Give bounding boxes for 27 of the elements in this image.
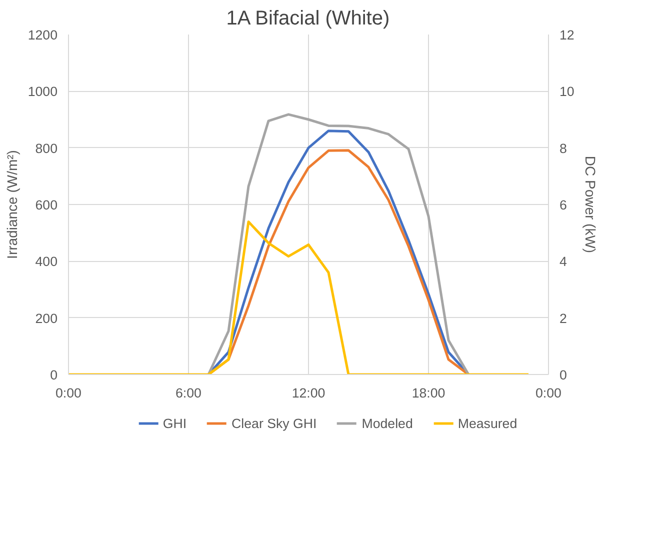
legend-label: Clear Sky GHI: [232, 416, 317, 430]
x-tick-label: 0:00: [56, 386, 82, 400]
legend-label: Measured: [458, 416, 518, 430]
y2-tick-label: 6: [560, 198, 567, 212]
y2-tick-label: 2: [560, 310, 567, 326]
y2-tick-label: 8: [560, 140, 567, 156]
y-tick-label: 400: [35, 254, 58, 270]
x-tick-label: 0:00: [536, 386, 562, 400]
y2-tick-label: 4: [560, 254, 568, 270]
x-tick-label: 6:00: [176, 386, 202, 400]
y-tick-label: 600: [35, 198, 58, 212]
chart-title: 1A Bifacial (White): [226, 8, 390, 30]
legend-label: GHI: [162, 416, 187, 430]
y-tick-label: 1000: [28, 84, 58, 100]
y-axis-title: Irradiance (W/m²): [4, 150, 20, 259]
y-tick-label: 0: [50, 368, 58, 382]
y2-tick-label: 0: [560, 368, 567, 382]
y2-axis-title: DC Power (kW): [582, 156, 598, 254]
y-tick-label: 800: [35, 140, 58, 156]
x-tick-label: 12:00: [292, 386, 326, 400]
y-tick-label: 200: [35, 310, 58, 326]
y-tick-label: 1200: [28, 28, 58, 42]
y2-tick-label: 10: [560, 84, 574, 100]
legend-label: Modeled: [362, 416, 413, 430]
x-tick-label: 18:00: [412, 386, 446, 400]
line-series: [68, 220, 530, 374]
y2-tick-label: 12: [560, 28, 574, 42]
